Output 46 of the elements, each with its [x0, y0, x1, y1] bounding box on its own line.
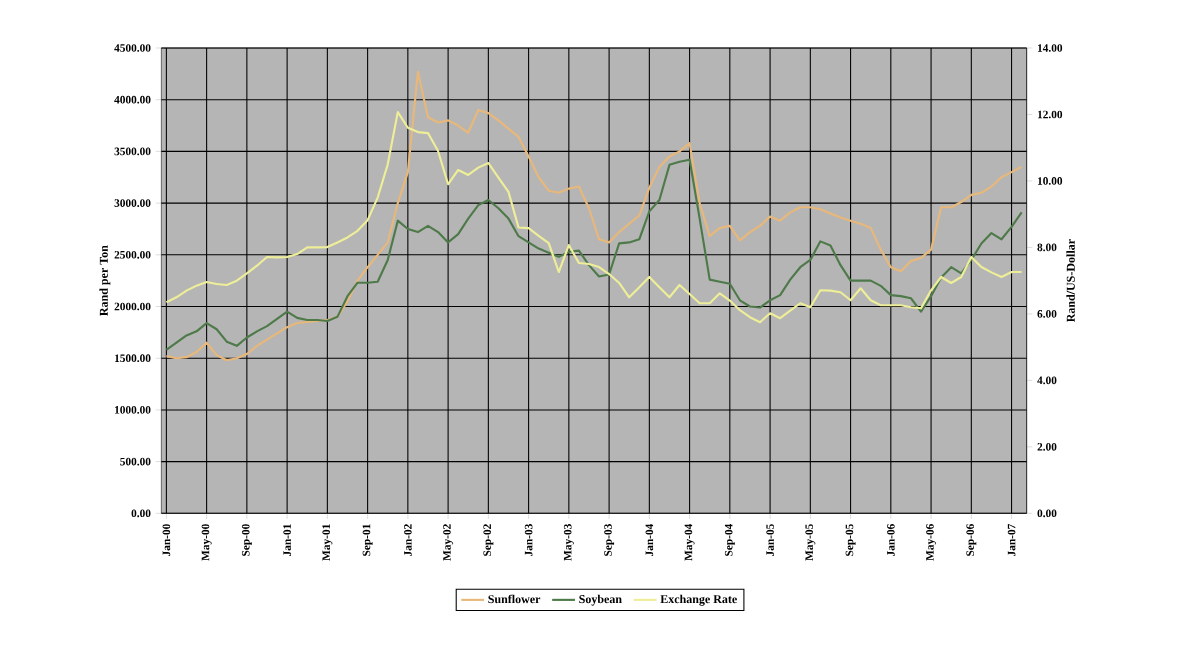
x-tick-label: Sep-05 [845, 524, 856, 556]
y2-tick-label: 6.00 [1037, 310, 1057, 318]
y2-tick-label: 0.00 [1037, 509, 1057, 518]
y-tick-label: 2000.00 [114, 302, 151, 311]
x-tick-label: Jan-06 [887, 524, 895, 556]
y2-tick-label: 12.00 [1037, 110, 1063, 119]
x-tick-label: Sep-00 [241, 524, 252, 556]
x-tick-label: Sep-04 [724, 523, 735, 556]
y2-tick-label: 8.00 [1037, 243, 1057, 252]
y-tick-label: 0.00 [131, 509, 151, 518]
y-tick-label: 3000.00 [114, 199, 151, 207]
y-tick-label: 2500.00 [114, 250, 151, 259]
x-tick-label: Jan-01 [283, 524, 291, 556]
x-tick-label: May-01 [322, 524, 333, 561]
y2-tick-label: 10.00 [1037, 177, 1063, 185]
line-series [165, 70, 1023, 362]
x-tick-label: May-04 [684, 523, 695, 561]
y-tick-label: 500.00 [120, 457, 151, 466]
x-tick-label: Jan-00 [162, 524, 171, 556]
x-tick-label: Sep-02 [483, 524, 494, 556]
y2-tick-label: 14.00 [1037, 44, 1063, 52]
x-tick-label: Sep-01 [362, 524, 373, 556]
legend-label: Sunflower [488, 594, 541, 604]
x-tick-label: May-03 [563, 524, 574, 561]
y2-tick-label: 4.00 [1037, 376, 1057, 385]
x-tick-label: Jan-05 [766, 524, 774, 556]
y-tick-label: 1000.00 [115, 406, 151, 414]
x-tick-label: Sep-06 [966, 524, 977, 556]
x-tick-label: May-05 [805, 524, 816, 561]
x-tick-label: Jan-02 [404, 524, 412, 556]
y-tick-label: 1500.00 [115, 354, 151, 363]
x-tick-label: Sep-03 [604, 524, 615, 556]
y-axis-title: Rand per Ton [99, 245, 111, 316]
x-tick-label: May-06 [926, 524, 937, 561]
y-tick-label: 4500.00 [114, 44, 151, 52]
x-tick-label: May-00 [201, 524, 212, 561]
y2-axis-title: Rand/US-Dollar [1066, 239, 1075, 323]
x-tick-label: Jan-04 [645, 523, 654, 556]
x-tick-label: Jan-07 [1007, 524, 1016, 556]
x-tick-label: Jan-03 [524, 524, 533, 556]
y-tick-label: 3500.00 [114, 147, 151, 156]
x-tick-label: May-02 [443, 524, 454, 561]
y-tick-label: 4000.00 [114, 95, 151, 104]
legend-label: Exchange Rate [660, 594, 737, 606]
y2-tick-label: 2.00 [1037, 443, 1057, 451]
legend-label: Soybean [579, 594, 622, 606]
